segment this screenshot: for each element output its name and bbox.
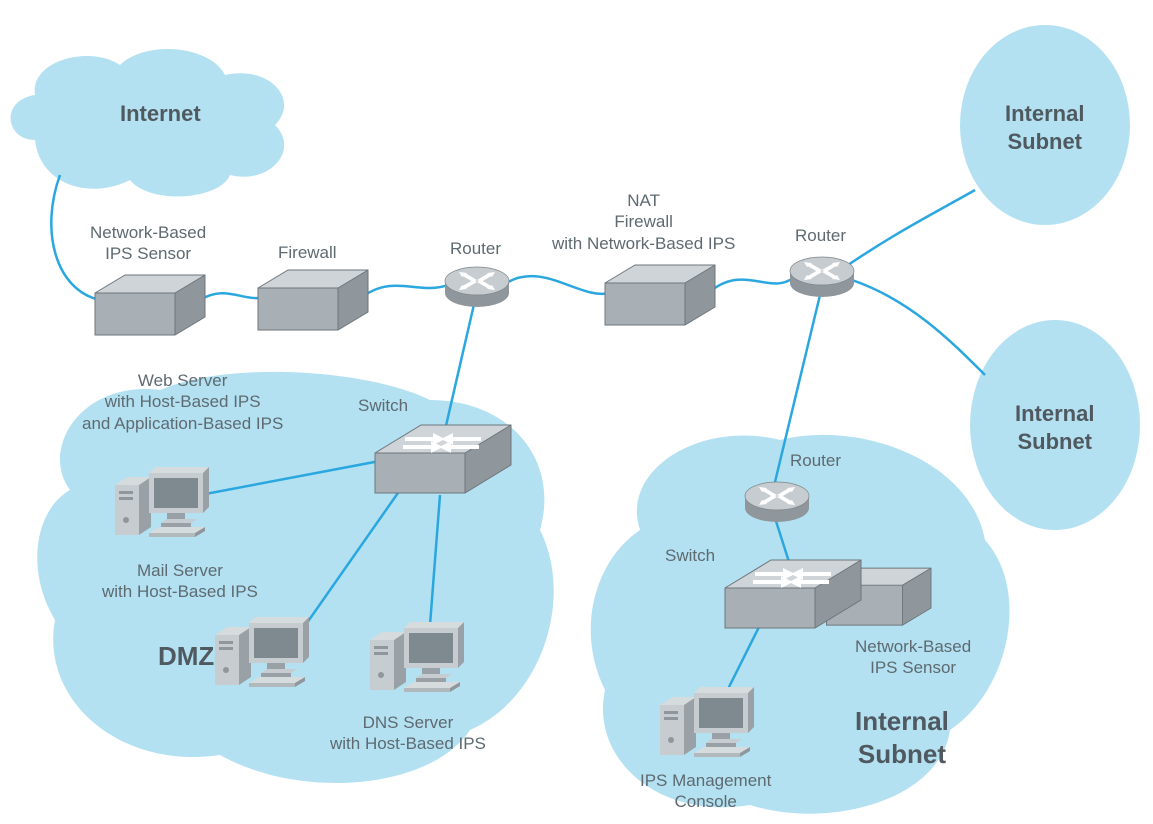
internal-subnet-bold-label: Internal Subnet [855,705,949,770]
dns-server-label: DNS Server with Host-Based IPS [330,712,486,755]
nbips-sensor-box [95,275,205,335]
nat-label: NAT Firewall with Network-Based IPS [552,190,735,254]
firewall-label: Firewall [278,242,337,263]
router-3 [745,482,809,522]
router1-label: Router [450,238,501,259]
ips-console-label: IPS Management Console [640,770,771,813]
switch1-label: Switch [358,395,408,416]
nbips-label: Network-Based IPS Sensor [90,222,206,265]
router-1 [445,267,509,307]
internet-label: Internet [120,100,201,128]
subnet-top-label: Internal Subnet [1005,100,1084,155]
router3-label: Router [790,450,841,471]
dmz-label: DMZ [158,640,214,673]
router-2 [790,257,854,297]
nat-firewall-box [605,265,715,325]
web-server-label: Web Server with Host-Based IPS and Appli… [82,370,283,434]
subnet-right-label: Internal Subnet [1015,400,1094,455]
switch2-label: Switch [665,545,715,566]
firewall-box [258,270,368,330]
nbips2-label: Network-Based IPS Sensor [855,636,971,679]
router2-label: Router [795,225,846,246]
mail-server-label: Mail Server with Host-Based IPS [102,560,258,603]
